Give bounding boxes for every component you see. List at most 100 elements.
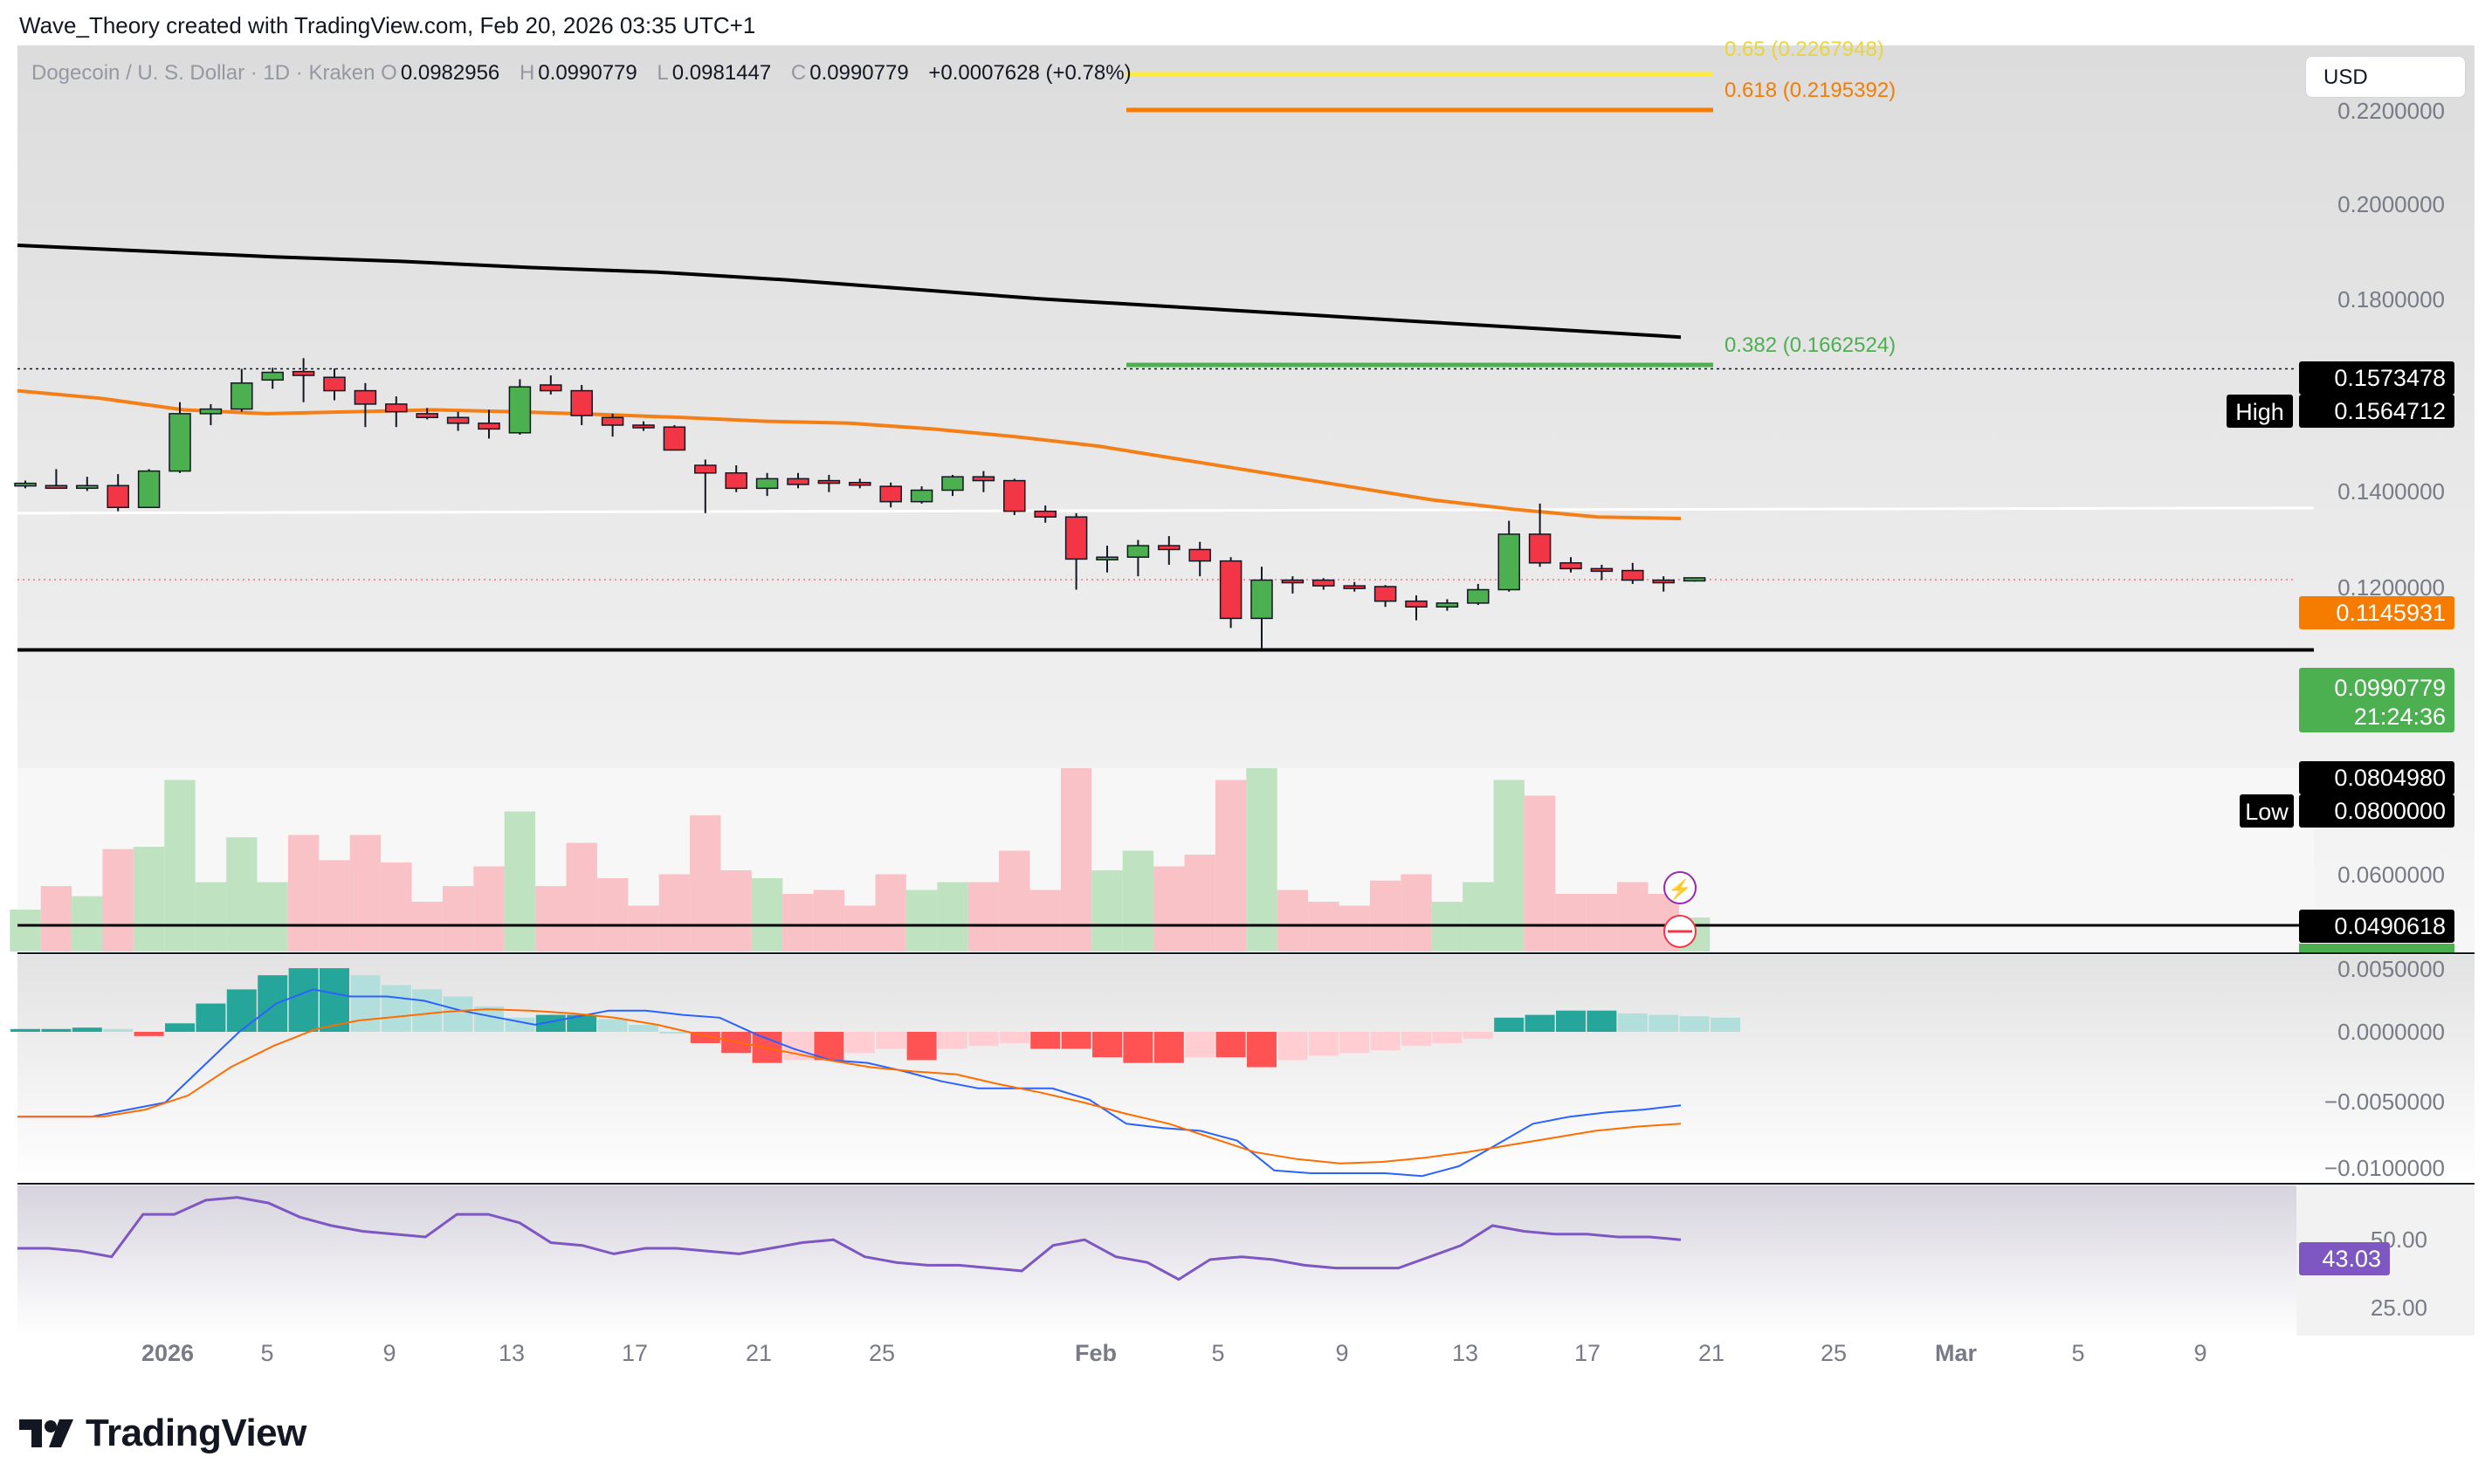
- candle[interactable]: [725, 465, 747, 492]
- low-label: Low: [2245, 799, 2289, 825]
- candle-body: [632, 424, 655, 429]
- candle-body: [107, 484, 129, 509]
- candle[interactable]: [137, 469, 161, 509]
- candle[interactable]: [663, 425, 686, 451]
- macd-hist-bar: [10, 1028, 40, 1032]
- candle[interactable]: [1683, 577, 1706, 582]
- tradingview-logo[interactable]: TradingView: [19, 1407, 306, 1460]
- candle[interactable]: [1281, 576, 1305, 594]
- candle[interactable]: [199, 403, 223, 426]
- candle[interactable]: [231, 368, 253, 412]
- candle[interactable]: [601, 413, 624, 437]
- candle[interactable]: [972, 471, 995, 492]
- candle[interactable]: [508, 379, 532, 435]
- volume-bar: [10, 910, 41, 952]
- last-price: 0.0990779: [2334, 675, 2446, 701]
- time-axis-label: 21: [1698, 1340, 1724, 1366]
- candle[interactable]: [1343, 581, 1366, 592]
- macd-hist-bar: [1277, 1032, 1308, 1061]
- candle[interactable]: [787, 472, 809, 489]
- price-axis[interactable]: 0.22000000.20000000.18000000.14000000.12…: [17, 98, 2475, 1321]
- candle[interactable]: [1590, 565, 1614, 581]
- candle[interactable]: [1435, 599, 1459, 611]
- candle[interactable]: [416, 408, 438, 420]
- candle[interactable]: [323, 368, 346, 401]
- candle[interactable]: [1126, 539, 1150, 577]
- volume-bar: [319, 860, 350, 952]
- macd-hist-bar: [629, 1024, 658, 1032]
- candle[interactable]: [1188, 541, 1211, 577]
- candle[interactable]: [446, 411, 470, 431]
- candle[interactable]: [169, 402, 191, 473]
- candle-body: [261, 371, 284, 381]
- volume-bar: [596, 878, 629, 952]
- candle[interactable]: [76, 477, 99, 491]
- price-tag-support: 0.0804980: [2334, 765, 2446, 791]
- candle[interactable]: [910, 486, 933, 504]
- candle-body: [1158, 545, 1181, 551]
- candle-body: [508, 386, 532, 434]
- candle-body: [694, 464, 717, 474]
- candle[interactable]: [849, 478, 871, 489]
- close-label: C: [790, 61, 807, 85]
- candle[interactable]: [1158, 536, 1181, 566]
- candle[interactable]: [14, 480, 37, 489]
- candle[interactable]: [1528, 503, 1552, 567]
- candles[interactable]: [14, 358, 1706, 649]
- candle[interactable]: [1003, 478, 1026, 516]
- candle[interactable]: [1467, 583, 1490, 606]
- volume-bar: [1401, 874, 1432, 952]
- price-tag-high: 0.1564712: [2334, 398, 2446, 424]
- candle[interactable]: [941, 475, 964, 497]
- candle[interactable]: [478, 409, 500, 439]
- candle[interactable]: [385, 396, 408, 428]
- candle[interactable]: [755, 472, 779, 497]
- candle[interactable]: [1373, 585, 1397, 608]
- candle[interactable]: [1034, 505, 1057, 523]
- candle[interactable]: [1219, 557, 1243, 629]
- candle[interactable]: [879, 482, 902, 508]
- candle[interactable]: [632, 421, 655, 431]
- volume-bar: [1586, 894, 1618, 952]
- time-axis[interactable]: 2026 5 9 13 17 21 25 Feb 5 9 13 17 21 25 Mar 5 9: [141, 1340, 2207, 1366]
- candle[interactable]: [1621, 562, 1644, 584]
- volume-bar: [226, 837, 258, 952]
- candle[interactable]: [292, 358, 315, 402]
- macd-hist-bar: [320, 968, 349, 1032]
- rsi-value-tag: 43.03: [2322, 1246, 2381, 1272]
- macd-hist-bar: [906, 1032, 937, 1061]
- macd-hist-bar: [474, 1006, 504, 1032]
- candle[interactable]: [1559, 557, 1582, 573]
- candle[interactable]: [107, 474, 129, 512]
- time-axis-label: 9: [1335, 1340, 1348, 1366]
- candle-body: [385, 403, 408, 413]
- currency-button[interactable]: USD: [2305, 56, 2466, 98]
- candle[interactable]: [261, 368, 284, 389]
- rsi-pane-bg: [17, 1185, 2314, 1336]
- symbol-name[interactable]: Dogecoin / U. S. Dollar · 1D · Kraken: [31, 61, 375, 85]
- price-axis-label: 0.2200000: [2337, 98, 2445, 124]
- flash-icon[interactable]: [1663, 871, 1697, 904]
- volume-bar: [442, 886, 474, 952]
- candle[interactable]: [45, 469, 68, 490]
- candle-body: [1652, 579, 1675, 584]
- candle-body: [972, 476, 995, 482]
- candle[interactable]: [540, 375, 562, 395]
- candle[interactable]: [570, 384, 593, 426]
- candle[interactable]: [354, 382, 377, 428]
- candle-body: [1405, 600, 1428, 608]
- candle[interactable]: [1405, 595, 1428, 621]
- candle[interactable]: [1096, 546, 1119, 573]
- candle[interactable]: [1312, 578, 1335, 590]
- candle[interactable]: [1652, 576, 1675, 592]
- candle[interactable]: [1064, 512, 1088, 590]
- candle[interactable]: [817, 475, 841, 492]
- volume-bar: [72, 896, 103, 952]
- volume-bar: [1463, 882, 1494, 952]
- candle[interactable]: [694, 459, 717, 513]
- candle[interactable]: [1250, 567, 1273, 649]
- candle-body: [601, 416, 624, 426]
- candle[interactable]: [1497, 520, 1520, 592]
